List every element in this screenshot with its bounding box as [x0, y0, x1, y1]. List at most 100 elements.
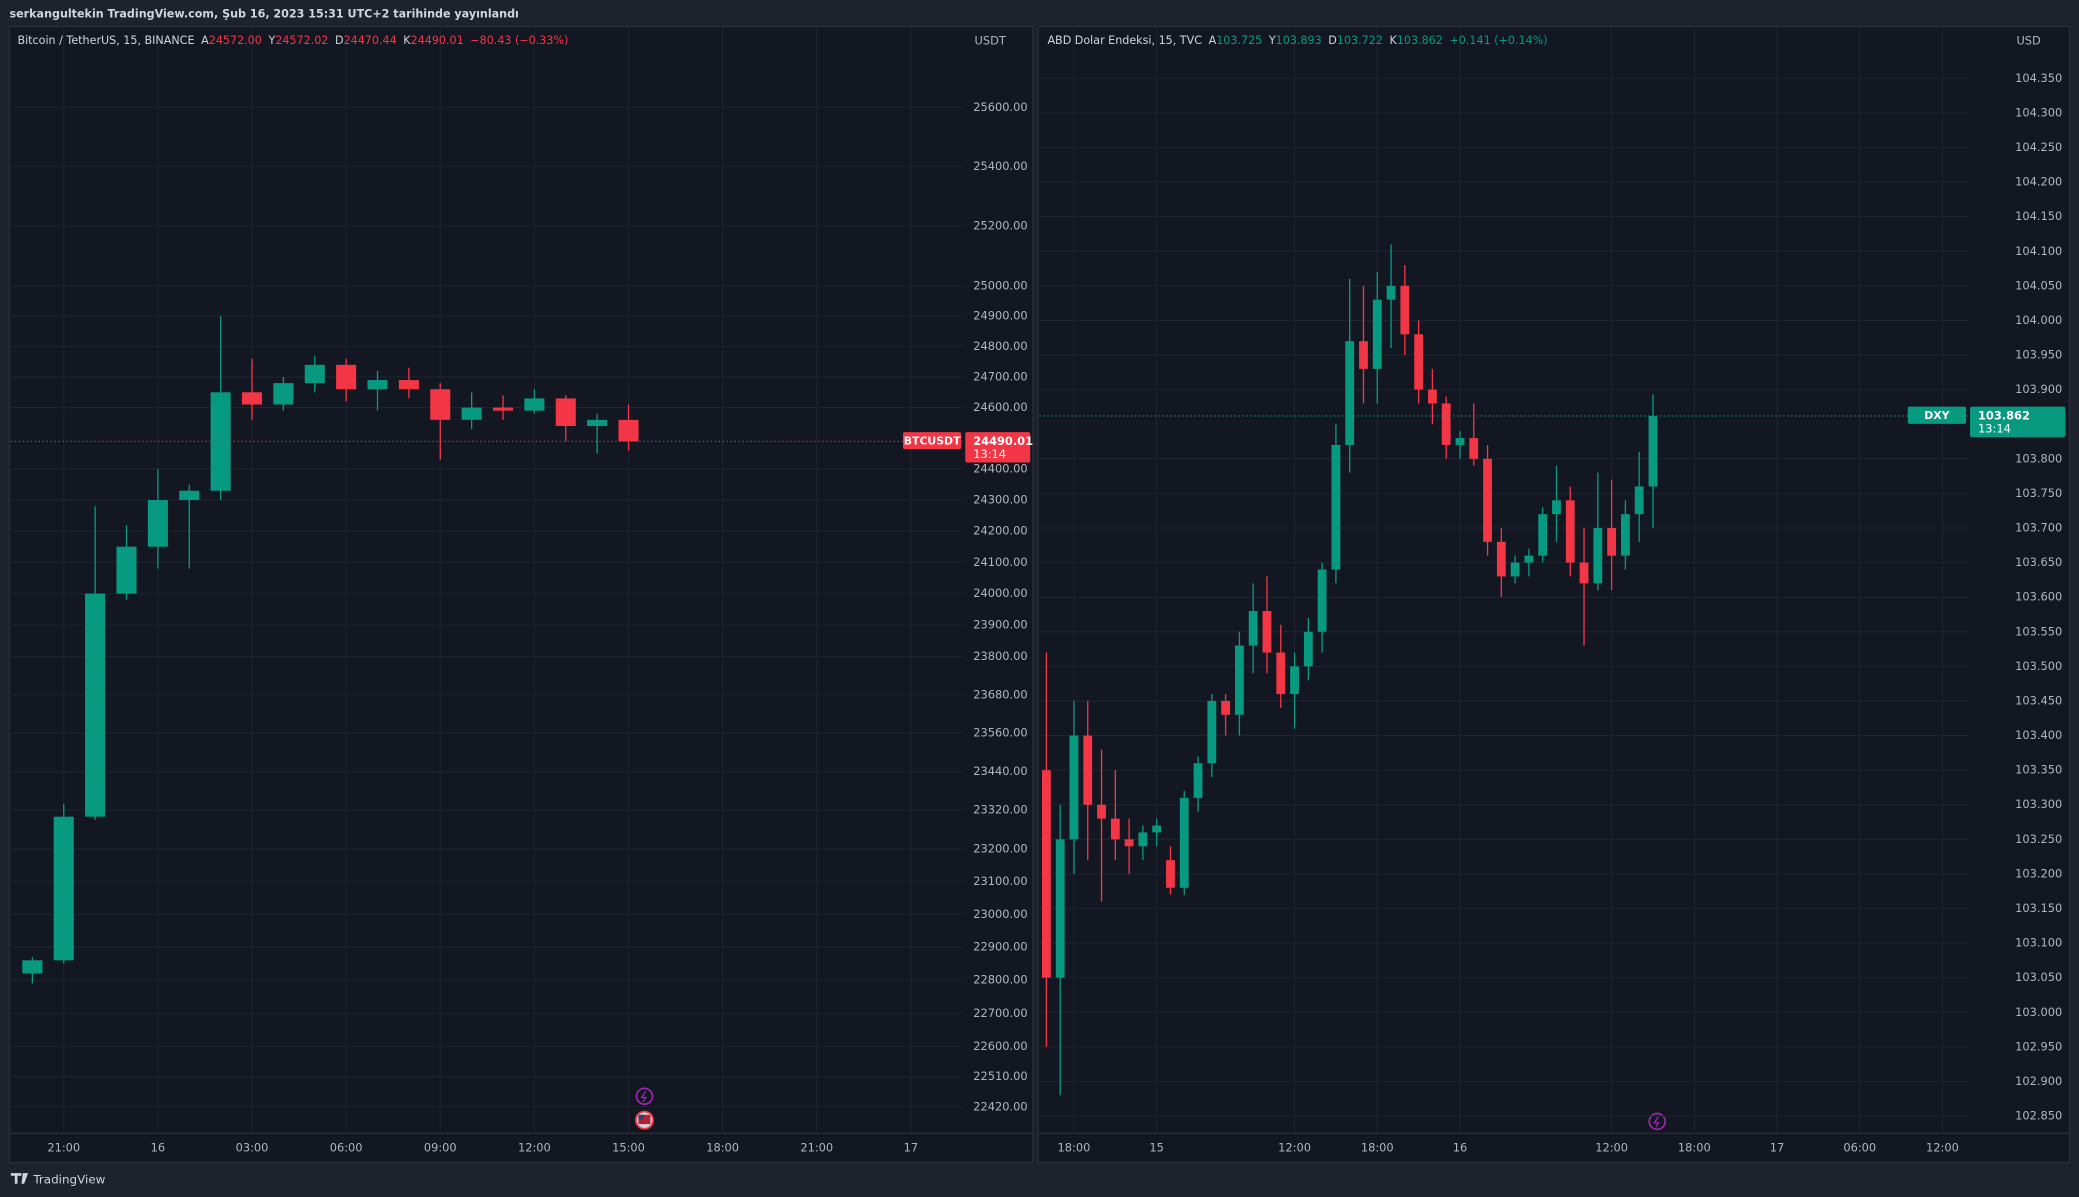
candle-body — [1648, 415, 1658, 487]
y-tick-label: 23560.00 — [973, 726, 1027, 740]
legend-key: Y — [1268, 34, 1276, 47]
flag-icon — [638, 1114, 644, 1120]
candle-body — [1372, 299, 1382, 369]
y-tick-label: 103.800 — [2015, 451, 2062, 465]
candle-body — [492, 407, 514, 411]
candle-body — [1262, 611, 1272, 653]
y-tick-label: 103.100 — [2015, 936, 2062, 950]
candle-body — [273, 383, 294, 405]
y-tick-label: 104.250 — [2015, 140, 2062, 154]
candle-body — [1359, 341, 1368, 369]
x-tick-label: 18:00 — [1678, 1140, 1711, 1154]
candle-body — [1234, 645, 1244, 715]
candle-body — [1620, 514, 1630, 556]
last-price: 103.862 — [1978, 408, 2030, 422]
legend-value: 103.893 — [1276, 34, 1322, 47]
legend-title: ABD Dolar Endeksi, 15, TVC — [1047, 34, 1202, 47]
legend-value: 103.862 — [1397, 34, 1443, 47]
legend-value: 103.722 — [1337, 34, 1383, 47]
y-tick-label: 104.200 — [2015, 175, 2062, 189]
candle-body — [1097, 804, 1106, 819]
y-tick-label: 104.100 — [2015, 244, 2062, 258]
legend: ABD Dolar Endeksi, 15, TVC A103.725 Y103.8… — [1047, 34, 1547, 47]
y-tick-label: 104.000 — [2015, 313, 2062, 327]
candle-body — [210, 392, 231, 491]
y-tick-label: 24700.00 — [973, 370, 1027, 384]
y-tick-label: 25400.00 — [973, 159, 1027, 173]
y-tick-label: 104.300 — [2015, 105, 2062, 119]
last-price: 24490.01 — [973, 434, 1033, 448]
candle-body — [587, 419, 608, 426]
x-tick-label: 06:00 — [1843, 1140, 1876, 1154]
candle-body — [1345, 341, 1355, 445]
chart: 25600.00 25400.00 25200.00 25000.00 24900.00… — [10, 27, 1033, 1154]
y-tick-label: 102.900 — [2015, 1074, 2062, 1088]
x-tick-label: 16 — [151, 1140, 166, 1154]
candle-body — [1565, 500, 1575, 563]
x-tick-label: 21:00 — [800, 1140, 833, 1154]
candle-body — [1579, 562, 1589, 584]
countdown: 13:14 — [1978, 422, 2011, 436]
y-tick-label: 23440.00 — [973, 764, 1027, 778]
legend-change: +0.141 (+0.14%) — [1449, 34, 1547, 47]
candle-body — [1400, 285, 1410, 335]
x-tick-label: 09:00 — [424, 1140, 457, 1154]
x-tick-label: 15:00 — [612, 1140, 645, 1154]
candle-body — [1469, 438, 1479, 459]
y-tick-label: 103.450 — [2015, 693, 2062, 707]
y-tick-label: 22600.00 — [973, 1039, 1027, 1053]
y-tick-label: 23000.00 — [973, 907, 1027, 921]
brand-logo — [10, 1173, 29, 1184]
candle-body — [524, 398, 545, 411]
legend-key: D — [1328, 34, 1337, 47]
y-tick-label: 104.150 — [2015, 209, 2062, 223]
price-tag — [902, 432, 962, 450]
legend: Bitcoin / TetherUS, 15, BINANCE A24572.00… — [17, 34, 568, 47]
y-tick-label: 23200.00 — [973, 842, 1027, 856]
candle-body — [1524, 555, 1534, 563]
legend-value: 24572.02 — [275, 34, 328, 47]
y-tick-label: 103.650 — [2015, 555, 2062, 569]
unit-label: USD — [2016, 34, 2041, 48]
candle-body — [336, 364, 357, 390]
header-title: serkangultekin TradingView.com, Şub 16, … — [10, 8, 519, 21]
y-tick-label: 103.950 — [2015, 348, 2062, 362]
price-tag — [965, 432, 1031, 463]
legend-value: 24572.00 — [209, 34, 262, 47]
x-tick-label: 12:00 — [1278, 1140, 1311, 1154]
candle-body — [1441, 403, 1451, 445]
y-tick-label: 104.350 — [2015, 71, 2062, 85]
candle-body — [1317, 569, 1327, 632]
y-tick-label: 104.050 — [2015, 278, 2062, 292]
candle-body — [1276, 652, 1286, 695]
candle-body — [1193, 763, 1203, 798]
candle-body — [1083, 735, 1093, 805]
y-tick-label: 103.000 — [2015, 1005, 2062, 1019]
y-tick-label: 103.200 — [2015, 866, 2062, 880]
candle-body — [1290, 666, 1299, 695]
candle-body — [1110, 818, 1120, 840]
y-tick-label: 103.550 — [2015, 624, 2062, 638]
event-icon — [1653, 1115, 1660, 1128]
y-tick-label: 103.050 — [2015, 970, 2062, 984]
y-tick-label: 22900.00 — [973, 940, 1027, 954]
legend-key: K — [403, 34, 411, 47]
legend-key: K — [1390, 34, 1398, 47]
brand: TradingView — [32, 1172, 105, 1186]
legend-value: 24470.44 — [344, 34, 397, 47]
event-icon — [1648, 1112, 1667, 1131]
unit-label: USDT — [975, 34, 1006, 48]
candle-body — [1634, 486, 1644, 515]
event-icon — [640, 1090, 648, 1102]
candle-body — [1427, 389, 1437, 404]
candle-body — [1386, 285, 1396, 300]
y-tick-label: 103.400 — [2015, 728, 2062, 742]
candle-body — [304, 364, 325, 384]
candle-body — [22, 960, 43, 974]
y-tick-label: 25600.00 — [973, 100, 1027, 114]
candle-body — [1483, 458, 1492, 542]
series-name: BTCUSDT — [904, 434, 961, 447]
candle-body — [1607, 527, 1617, 556]
candle-body — [1538, 514, 1548, 556]
